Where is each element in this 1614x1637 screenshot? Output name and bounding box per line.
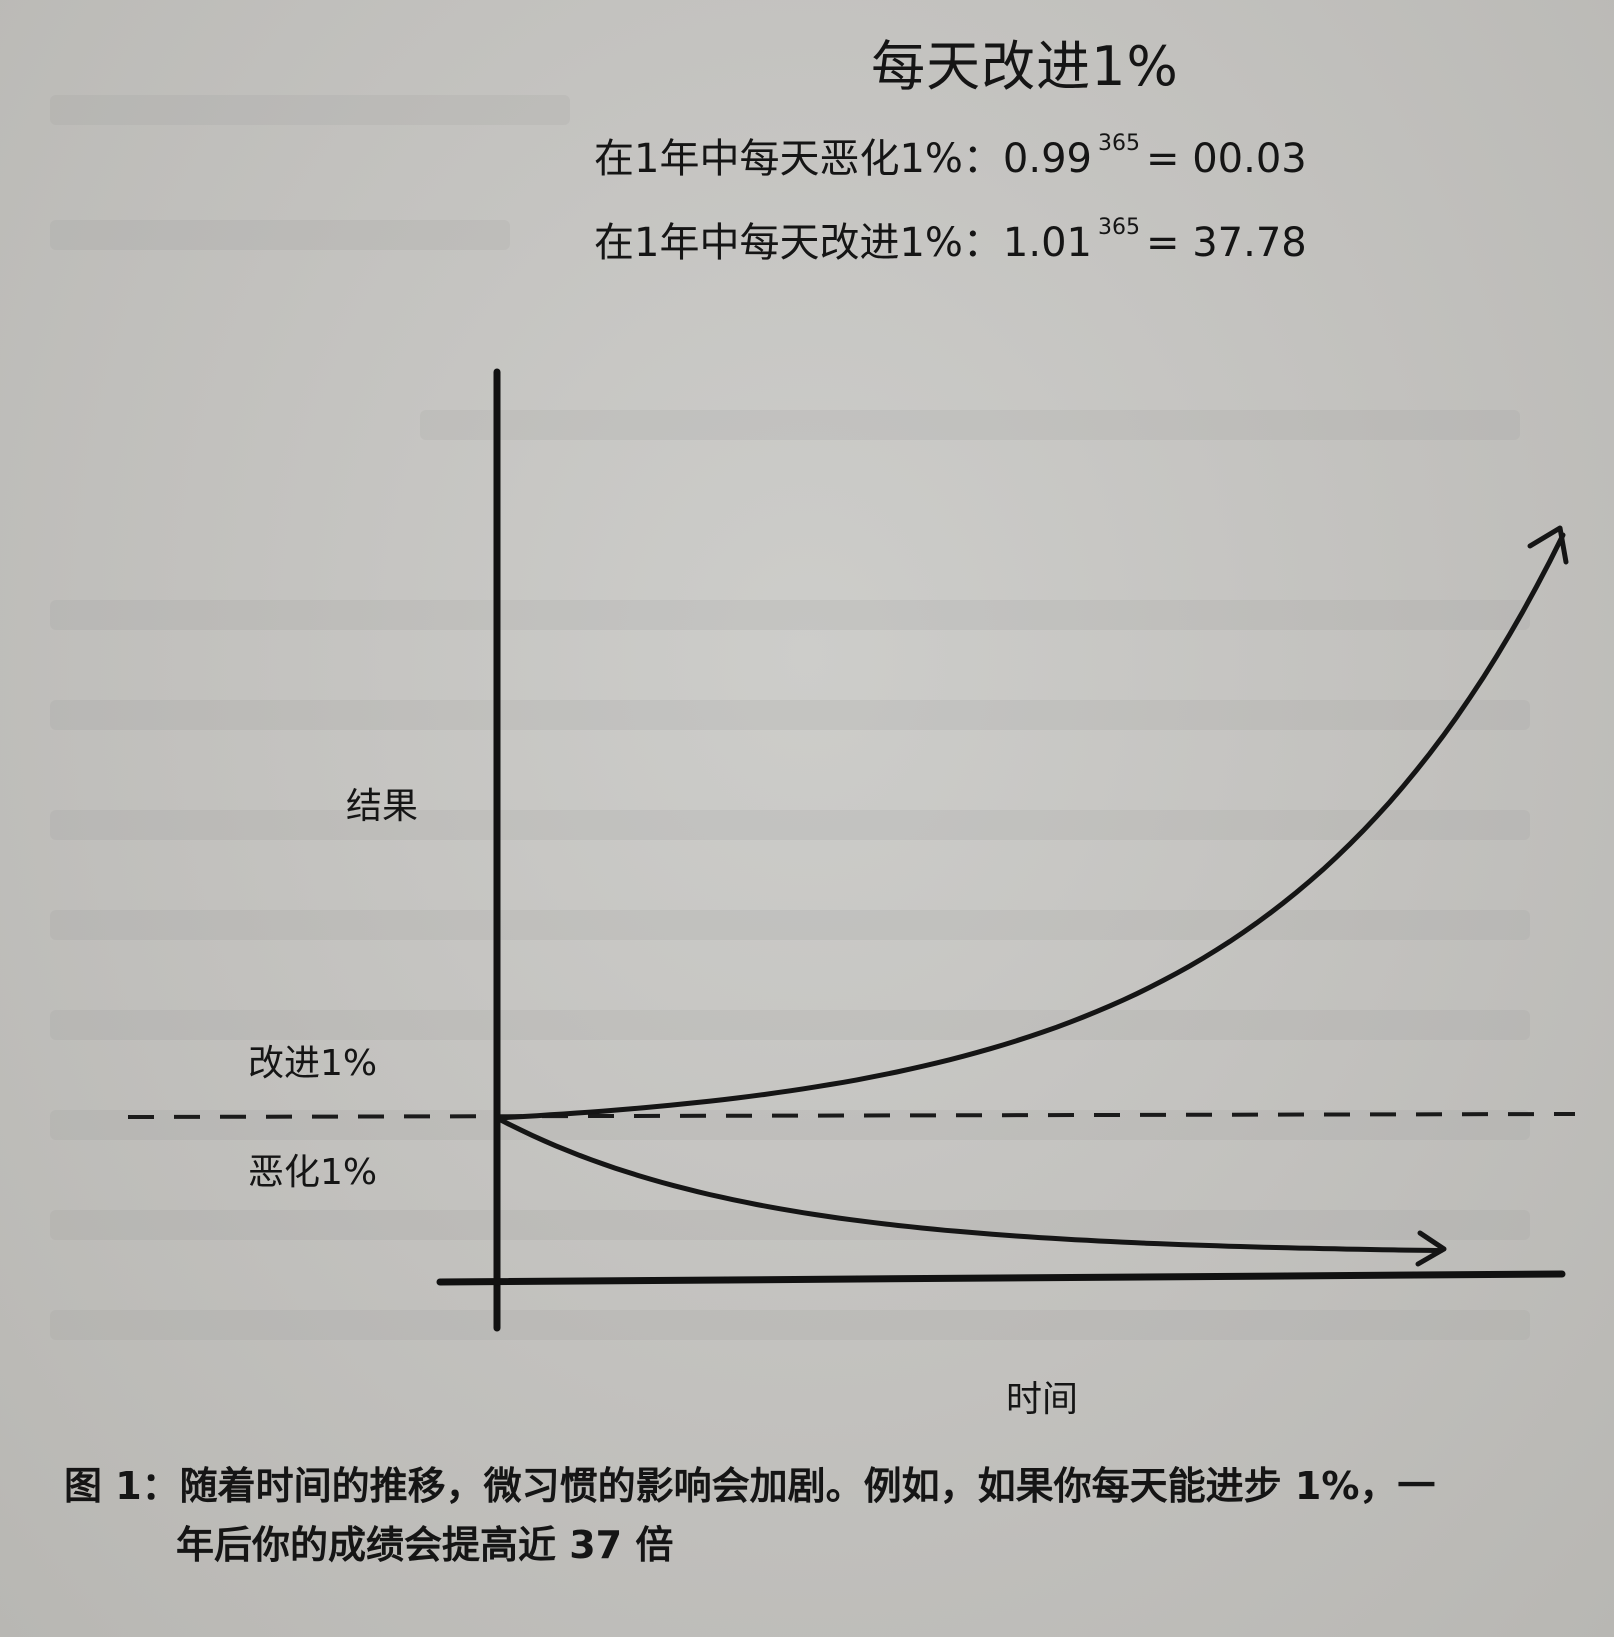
- formula-improve: 在1年中每天改进1%：1.01 365 = 37.78: [594, 210, 1307, 268]
- caption-line-2: 年后你的成绩会提高近 37 倍: [176, 1522, 674, 1567]
- formula-decline-base: 0.99: [1002, 136, 1092, 182]
- baseline-dashed-line: [127, 1112, 1576, 1119]
- decline-series-line: [494, 1115, 1444, 1254]
- decline-arrowhead: [1415, 1230, 1447, 1267]
- improve-series-label: 改进1%: [248, 1043, 378, 1084]
- improve-arrowhead: [1527, 525, 1569, 565]
- formula-decline: 在1年中每天恶化1%：0.99 365 = 00.03: [594, 126, 1307, 184]
- formula-decline-result: = 00.03: [1145, 136, 1307, 182]
- y-axis-label: 结果: [346, 786, 419, 827]
- formula-improve-exponent: 365: [1097, 215, 1140, 240]
- caption-line-1: 图 1：随着时间的推移，微习惯的影响会加剧。例如，如果你每天能进步 1%，一: [64, 1464, 1436, 1508]
- x-axis-label: 时间: [1006, 1379, 1079, 1420]
- x-axis-line: [436, 1270, 1566, 1286]
- decline-series-label: 恶化1%: [248, 1152, 378, 1193]
- formula-decline-label: 在1年中每天恶化1%：: [594, 136, 1003, 182]
- improve-series-line: [494, 532, 1566, 1121]
- figure-caption: 图 1：随着时间的推移，微习惯的影响会加剧。例如，如果你每天能进步 1%，一 年…: [64, 1457, 1604, 1575]
- formula-improve-label: 在1年中每天改进1%：: [594, 220, 1003, 266]
- formula-improve-base: 1.01: [1002, 220, 1092, 266]
- formula-decline-exponent: 365: [1097, 131, 1140, 156]
- formula-improve-result: = 37.78: [1145, 220, 1307, 266]
- chart-title: 每天改进1%: [871, 35, 1179, 98]
